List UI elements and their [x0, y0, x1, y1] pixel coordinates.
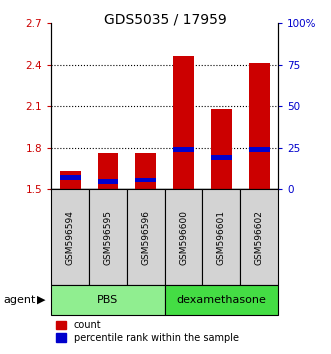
Text: GSM596596: GSM596596	[141, 210, 150, 265]
Bar	[60, 171, 80, 189]
Bar	[203, 189, 240, 285]
Bar	[135, 178, 156, 182]
Bar	[98, 153, 118, 189]
Bar	[211, 109, 232, 189]
Legend: count, percentile rank within the sample: count, percentile rank within the sample	[56, 320, 239, 343]
Bar	[60, 175, 80, 180]
Text: GDS5035 / 17959: GDS5035 / 17959	[104, 12, 227, 27]
Bar	[51, 285, 165, 315]
Bar	[165, 189, 203, 285]
Text: dexamethasone: dexamethasone	[176, 295, 266, 305]
Text: agent: agent	[3, 295, 36, 305]
Bar	[173, 147, 194, 152]
Bar	[249, 147, 269, 152]
Bar	[89, 189, 127, 285]
Bar	[211, 155, 232, 160]
Text: GSM596594: GSM596594	[66, 210, 75, 265]
Bar	[51, 189, 89, 285]
Text: GSM596601: GSM596601	[217, 210, 226, 265]
Bar	[135, 153, 156, 189]
Bar	[249, 63, 269, 189]
Bar	[165, 285, 278, 315]
Text: PBS: PBS	[97, 295, 118, 305]
Text: GSM596602: GSM596602	[255, 210, 264, 265]
Bar	[173, 56, 194, 189]
Text: GSM596600: GSM596600	[179, 210, 188, 265]
Text: GSM596595: GSM596595	[104, 210, 113, 265]
Bar	[240, 189, 278, 285]
Text: ▶: ▶	[37, 295, 46, 305]
Bar	[98, 179, 118, 184]
Bar	[127, 189, 165, 285]
